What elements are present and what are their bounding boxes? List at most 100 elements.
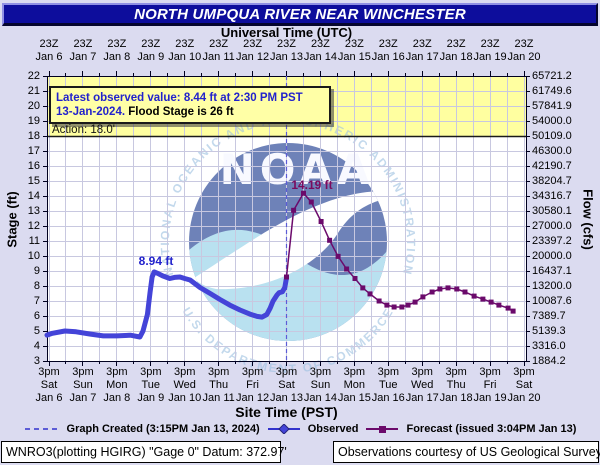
observed-peak-annotation: 8.94 ft	[138, 254, 174, 268]
tick-label: Jan 19	[473, 392, 507, 404]
tick-label: 3pm	[377, 366, 399, 378]
tick-label: Mon	[343, 379, 366, 391]
tick-label: Sun	[310, 379, 331, 391]
stage-tick-label: 17	[27, 145, 40, 157]
tick-label: 23Z	[412, 38, 432, 50]
station-title: NORTH UMPQUA RIVER NEAR WINCHESTER	[134, 5, 466, 23]
stage-tick-label: 8	[33, 280, 40, 292]
tick-label: 23Z	[480, 38, 500, 50]
legend-forecast-label: Forecast (issued 3:04PM Jan 13)	[406, 423, 577, 435]
tick-label: 3pm	[479, 366, 501, 378]
stage-tick-label: 22	[27, 70, 40, 82]
tick-label: 3pm	[106, 366, 128, 378]
flow-tick-label: 3316.0	[532, 340, 566, 352]
stage-tick-label: 14	[27, 190, 40, 202]
tick-label: Jan 7	[69, 51, 97, 63]
tick-label: Jan 15	[337, 51, 371, 63]
tick-label: Jan 18	[439, 392, 473, 404]
tick-label: Thu	[446, 379, 466, 391]
flow-tick-label: 50109.0	[532, 130, 572, 142]
stage-tick-label: 7	[33, 295, 40, 307]
tick-label: Jan 12	[236, 392, 270, 404]
flow-tick-label: 34316.7	[532, 190, 572, 202]
latest-observed-date: 13-Jan-2024.	[56, 106, 126, 118]
stage-tick-label: 10	[27, 250, 40, 262]
tick-label: 23Z	[446, 38, 466, 50]
stage-tick-label: 11	[28, 235, 40, 247]
tick-label: Wed	[173, 379, 196, 391]
axis-ticks	[43, 71, 530, 366]
flood-stage-text: Flood Stage is 26 ft	[125, 106, 234, 118]
tick-label: Tue	[379, 379, 398, 391]
tick-label: Sat	[40, 379, 58, 391]
tick-label: Jan 11	[202, 392, 235, 404]
stage-tick-label: 6	[33, 310, 40, 322]
flow-tick-label: 54000.0	[532, 115, 572, 127]
tick-label: 3pm	[513, 366, 535, 378]
tick-label: 23Z	[39, 38, 59, 50]
observed-swatch	[267, 424, 300, 434]
flow-tick-label: 16437.1	[532, 265, 572, 277]
noaa-logo-text: NOAA	[220, 145, 375, 194]
tick-label: Jan 10	[168, 51, 202, 63]
tick-label: 23Z	[344, 38, 364, 50]
stage-tick-label: 9	[33, 265, 40, 277]
flow-tick-label: 30580.1	[532, 205, 572, 217]
flow-tick-label: 65721.2	[532, 70, 572, 82]
tick-label: Thu	[209, 379, 229, 391]
stage-tick-label: 21	[27, 85, 40, 97]
tick-label: 23Z	[310, 38, 330, 50]
tick-label: 3pm	[411, 366, 433, 378]
stage-tick-label: 4	[33, 340, 40, 352]
stage-tick-label: 16	[27, 160, 40, 172]
gage-datum-info: WNRO3(plotting HGIRG) "Gage 0" Datum: 37…	[1, 441, 287, 463]
flow-tick-label: 38204.7	[532, 175, 572, 187]
tick-label: 3pm	[275, 366, 298, 378]
flow-tick-label: 1884.2	[532, 355, 566, 367]
tick-label: Jan 16	[371, 392, 405, 404]
flow-axis-title: Flow (cfs)	[580, 189, 596, 250]
tick-label: Jan 14	[303, 392, 337, 404]
tick-label: Jan 10	[168, 392, 202, 404]
tick-label: 3pm	[174, 366, 196, 378]
forecast-peak-annotation: 14.19 ft	[291, 178, 333, 192]
tick-label: Jan 20	[507, 51, 541, 63]
tick-label: Jan 9	[137, 51, 165, 63]
tick-label: Jan 19	[473, 51, 507, 63]
tick-label: 3pm	[207, 366, 230, 378]
tick-label: Jan 20	[507, 392, 541, 404]
chart-legend: Graph Created (3:15PM Jan 13, 2024) Obse…	[0, 423, 600, 435]
stage-tick-label: 12	[27, 220, 40, 232]
flow-tick-label: 27000.0	[532, 220, 572, 232]
flow-tick-label: 46300.0	[532, 145, 572, 157]
latest-observed-text: Latest observed value: 8.44 ft at 2:30 P…	[56, 92, 303, 104]
stage-tick-label: 13	[27, 205, 40, 217]
stage-tick-label: 18	[27, 130, 40, 142]
tick-label: 3pm	[140, 366, 162, 378]
tick-label: Sat	[515, 379, 533, 391]
tick-label: 3pm	[241, 366, 264, 378]
tick-label: Jan 12	[236, 51, 270, 63]
tick-label: 23Z	[209, 38, 229, 50]
tick-label: 23Z	[141, 38, 161, 50]
graph-created-line-swatch	[24, 428, 59, 430]
tick-label: Jan 8	[103, 51, 131, 63]
tick-label: 23Z	[107, 38, 127, 50]
stage-tick-label: 19	[27, 115, 40, 127]
tick-label: Jan 7	[69, 392, 97, 404]
station-title-bar: NORTH UMPQUA RIVER NEAR WINCHESTER	[2, 3, 598, 26]
tick-label: 23Z	[243, 38, 263, 50]
flow-tick-label: 5139.3	[532, 325, 566, 337]
legend-observed-label: Observed	[307, 423, 359, 435]
tick-label: Jan 15	[337, 392, 371, 404]
usgs-credit: Observations courtesy of US Geological S…	[333, 441, 600, 463]
flow-tick-label: 57841.9	[532, 100, 572, 112]
tick-label: Sat	[278, 379, 295, 391]
tick-label: 23Z	[378, 38, 398, 50]
latest-observed-info-box: Latest observed value: 8.44 ft at 2:30 P…	[49, 86, 331, 124]
stage-tick-label: 5	[33, 325, 40, 337]
tick-label: 23Z	[73, 38, 93, 50]
tick-label: Jan 13	[269, 51, 304, 63]
flow-tick-label: 61749.6	[532, 85, 572, 97]
